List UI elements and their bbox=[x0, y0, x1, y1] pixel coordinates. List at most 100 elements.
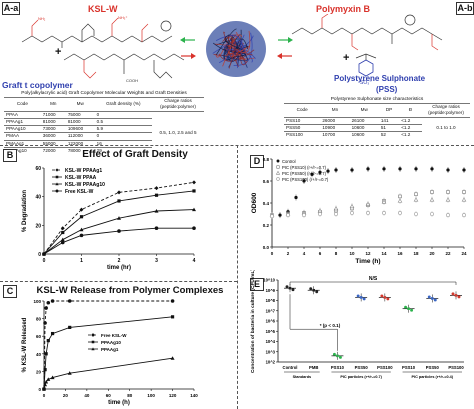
data-point bbox=[60, 240, 65, 245]
data-point bbox=[285, 285, 289, 289]
legend-marker bbox=[55, 175, 59, 179]
chart-c-title: KSL-W Release from Polymer Complexes bbox=[36, 285, 224, 296]
arrow-left-top bbox=[180, 37, 195, 43]
data-point bbox=[404, 305, 408, 309]
data-point bbox=[430, 167, 434, 171]
chart-b-title: Effect of Graft Density bbox=[82, 149, 188, 160]
data-point bbox=[334, 168, 338, 172]
x-tick-label: PSS50 bbox=[355, 365, 369, 370]
data-point bbox=[362, 297, 366, 301]
table1-caption: Poly(alkylacrylic acid) Graft Copolymer … bbox=[21, 91, 187, 96]
table2-charge-ratios: 0.1 to 1.0 bbox=[422, 116, 470, 139]
y-tick-label: 10^5 bbox=[266, 329, 276, 334]
panel-b-letter: B bbox=[3, 149, 17, 162]
data-point bbox=[68, 325, 72, 329]
series-line bbox=[43, 316, 173, 390]
data-point bbox=[117, 229, 121, 233]
data-point bbox=[427, 295, 431, 299]
x-tick-label: 10 bbox=[349, 251, 355, 256]
legend-marker bbox=[91, 333, 95, 337]
data-point bbox=[461, 197, 467, 202]
legend-marker bbox=[276, 177, 280, 181]
data-point bbox=[79, 215, 84, 219]
y-axis-label: % Degradation bbox=[22, 190, 28, 232]
y-tick-label: 10^4 bbox=[266, 339, 276, 344]
data-point bbox=[326, 169, 330, 173]
particle-strand bbox=[221, 52, 248, 62]
x-tick-label: 14 bbox=[381, 251, 387, 256]
panel-a-letter: A-a bbox=[2, 2, 20, 15]
x-tick-label: PSS10 bbox=[331, 365, 345, 370]
data-point bbox=[413, 197, 419, 202]
data-point bbox=[288, 286, 292, 290]
x-tick-label: PSS100 bbox=[377, 365, 393, 370]
y-tick-label: 10^10 bbox=[263, 278, 275, 283]
legend-label: Control bbox=[282, 159, 296, 164]
particle-strand bbox=[239, 34, 245, 56]
data-point bbox=[356, 294, 360, 298]
data-point bbox=[278, 213, 282, 217]
arrow-left-bottom bbox=[181, 53, 196, 59]
y-tick-label: 40 bbox=[35, 195, 41, 201]
data-point bbox=[451, 292, 455, 296]
ksl-w-structure: NH₂ NH₃⁺ bbox=[21, 15, 173, 48]
data-point bbox=[414, 212, 418, 216]
data-point bbox=[431, 297, 434, 300]
data-point bbox=[334, 212, 338, 216]
data-point bbox=[79, 227, 84, 232]
arrow-right-top bbox=[278, 37, 293, 43]
x-axis-label: time (hr) bbox=[107, 265, 131, 271]
table1-charge-ratios: 0.5, 1.0, 2.5 and 5 bbox=[152, 110, 204, 155]
svg-text:SO₃⁻: SO₃⁻ bbox=[360, 80, 372, 86]
particle-strand bbox=[224, 34, 243, 50]
data-point bbox=[117, 216, 121, 220]
data-point bbox=[46, 339, 50, 343]
sig-label: * (p < 0.1) bbox=[320, 323, 341, 328]
data-point bbox=[462, 190, 466, 194]
x-tick-label: 22 bbox=[445, 251, 451, 256]
data-point bbox=[50, 331, 55, 336]
y-axis-label: Concentration of bacteria in culture (CF… bbox=[250, 270, 256, 373]
data-point bbox=[398, 167, 402, 171]
y-tick-label: 10^3 bbox=[266, 349, 276, 354]
particle-strand bbox=[224, 46, 244, 59]
legend-marker bbox=[91, 340, 95, 344]
y-tick-label: 10^8 bbox=[266, 298, 276, 303]
data-point bbox=[286, 213, 290, 218]
table1-header: Mw bbox=[65, 97, 95, 112]
y-tick-label: 80 bbox=[36, 317, 42, 322]
data-point bbox=[350, 210, 354, 215]
legend-marker bbox=[55, 182, 59, 186]
pss-title: Polystyrene Sulphonate bbox=[334, 74, 426, 83]
series-line bbox=[43, 300, 173, 390]
svg-text:COOH: COOH bbox=[126, 78, 138, 83]
data-point bbox=[407, 307, 410, 310]
particle-strand bbox=[222, 35, 233, 48]
table-row: PMAA 36000 112000 0 bbox=[4, 132, 204, 141]
pss-structure: SO₃⁻ bbox=[355, 53, 377, 86]
legend-label: KSL-W PPAAg10 bbox=[65, 182, 105, 188]
data-point bbox=[154, 226, 159, 230]
y-tick-label: 60 bbox=[35, 166, 41, 172]
legend-label: PIC (PSS100) (r+/r-=0.7) bbox=[282, 177, 329, 182]
group-label: PIC particles (r+/r-=0.4) bbox=[411, 375, 453, 379]
y-tick-label: 0 bbox=[38, 387, 41, 392]
y-tick-label: 10^6 bbox=[266, 319, 276, 324]
table2-header: Code bbox=[284, 103, 321, 118]
graft-copolymer-table: Poly(alkylacrylic acid) Graft Copolymer … bbox=[4, 91, 204, 155]
table1-header: Code bbox=[4, 97, 41, 112]
data-point bbox=[430, 190, 434, 194]
data-point bbox=[154, 209, 159, 213]
data-point bbox=[366, 167, 370, 171]
data-point bbox=[44, 352, 48, 356]
data-point bbox=[454, 294, 458, 297]
data-point bbox=[43, 368, 47, 372]
x-axis-label: time (h) bbox=[108, 400, 130, 406]
data-point bbox=[44, 306, 48, 310]
data-point bbox=[192, 226, 196, 230]
x-tick-label: 40 bbox=[84, 393, 90, 398]
graft-copolymer-title: Graft t copolymer bbox=[2, 80, 73, 90]
data-point bbox=[336, 354, 339, 358]
legend-label: PIC (PSS10) (r+/r-=0.7) bbox=[282, 165, 327, 170]
